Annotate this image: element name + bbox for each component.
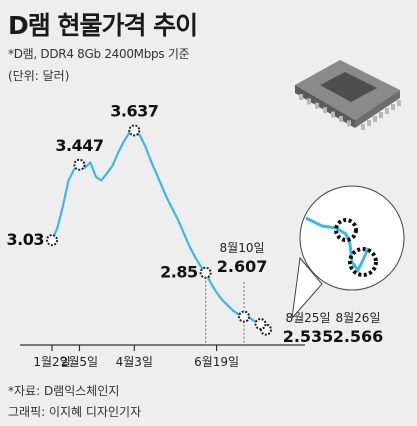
data-marker [238, 310, 251, 323]
chip-pin [307, 98, 311, 105]
data-marker [254, 318, 267, 331]
chip-pin [339, 116, 343, 122]
value-label-aug10: 2.607 [217, 257, 268, 276]
zoom-marker-aug26 [348, 247, 378, 277]
x-tick-label: 2월5일 [61, 355, 98, 369]
memory-chip-icon [295, 60, 401, 130]
chip-pin [323, 107, 327, 114]
chart-subtitle: *D램, DDR4 8Gb 2400Mbps 기준 [8, 47, 190, 61]
graphic-credit: 그래픽: 이지혜 디자인기자 [8, 405, 142, 419]
date-label: 8월26일 [336, 311, 381, 325]
x-tick-label: 6월19일 [194, 355, 239, 369]
series-line [50, 129, 267, 331]
chip-pin [347, 120, 351, 127]
chip-pin [367, 120, 371, 126]
chip-pin [385, 108, 389, 114]
date-label: 8월25일 [286, 311, 331, 325]
chip-pin [391, 104, 395, 110]
value-label: 3.637 [110, 101, 158, 120]
data-marker [128, 124, 141, 137]
chip-pin [361, 124, 365, 130]
source-note: *자료: D램익스체인지 [8, 384, 120, 398]
data-marker [199, 266, 212, 279]
date-label-aug10: 8월10일 [220, 241, 265, 255]
zoom-line [305, 216, 370, 273]
zoom-callout [291, 185, 405, 320]
chip-pin [397, 100, 401, 106]
value-label: 3.447 [55, 136, 103, 155]
value-label: 2.566 [333, 327, 384, 346]
chip-pin [315, 102, 319, 109]
x-tick-label: 4월3일 [116, 355, 153, 369]
unit-label: (단위: 달러) [8, 69, 70, 83]
data-marker [46, 234, 58, 247]
x-tick-label: 1월2일 [33, 355, 70, 369]
data-marker [73, 158, 86, 171]
zoom-marker-aug25 [334, 218, 358, 242]
chip-pin [379, 112, 383, 118]
value-label: 3.03 [7, 230, 44, 249]
chip-pin [331, 111, 335, 118]
chart-title: D램 현물가격 추이 [8, 11, 198, 40]
chip-pin [373, 116, 377, 122]
value-label: 2.535 [283, 327, 334, 346]
value-label: 2.85 [160, 263, 198, 282]
chip-pin [299, 94, 303, 100]
